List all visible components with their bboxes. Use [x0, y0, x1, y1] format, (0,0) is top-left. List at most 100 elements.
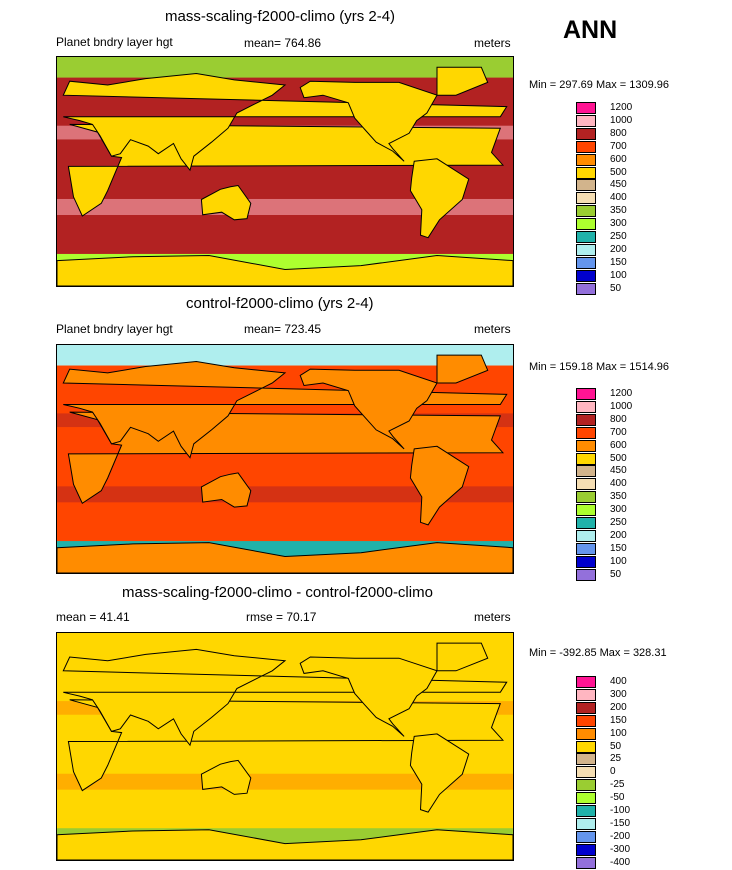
colorbar-entry: 150 [576, 256, 676, 270]
colorbar-entry: 50 [576, 740, 676, 754]
colorbar-swatch [576, 127, 596, 140]
continent-outline [57, 542, 513, 573]
colorbar-entry: 150 [576, 714, 676, 728]
panel-3-units: meters [474, 610, 511, 624]
panel-3-map-svg [57, 633, 513, 860]
panel-1-mean: mean= 764.86 [244, 36, 322, 50]
colorbar-entry: 800 [576, 413, 676, 427]
colorbar-swatch [576, 465, 596, 478]
colorbar-level-label: 25 [610, 753, 622, 765]
panel-3-map [56, 632, 514, 861]
colorbar-swatch [576, 542, 596, 555]
colorbar-entry: 600 [576, 153, 676, 167]
colorbar-swatch [576, 413, 596, 426]
colorbar-swatch [576, 452, 596, 465]
panel-1-units: meters [474, 36, 511, 50]
continent-outline [299, 656, 438, 737]
colorbar-swatch [576, 282, 596, 295]
colorbar-level-label: 1200 [610, 388, 633, 399]
colorbar-swatch [576, 740, 596, 753]
colorbar-level-label: 700 [610, 140, 627, 152]
colorbar-entry: 500 [576, 166, 676, 180]
colorbar-entry: 600 [576, 439, 676, 453]
colorbar-entry: 1000 [576, 400, 676, 414]
colorbar-swatch [576, 218, 596, 231]
panel-1-map-svg [57, 57, 513, 286]
colorbar-level-label: 500 [610, 452, 627, 464]
colorbar-swatch [576, 766, 596, 779]
continent-outline [62, 72, 508, 172]
colorbar-swatch [576, 192, 596, 205]
continent-outline [436, 642, 489, 672]
panel-1-variable-label: Planet bndry layer hgt [56, 35, 173, 49]
colorbar-entry: 350 [576, 205, 676, 218]
continent-outline [57, 254, 513, 286]
colorbar-level-label: 500 [610, 166, 627, 178]
colorbar-entry: 400 [576, 192, 676, 205]
colorbar-entry: 400 [576, 676, 676, 689]
panel-3-rmse: rmse = 70.17 [246, 610, 317, 624]
colorbar-entry: 800 [576, 127, 676, 141]
colorbar-swatch [576, 388, 596, 400]
colorbar-swatch [576, 792, 596, 805]
colorbar-entry: 300 [576, 504, 676, 517]
contour-band-south [57, 773, 513, 790]
colorbar-swatch [576, 400, 596, 413]
colorbar-level-label: 400 [610, 676, 627, 687]
colorbar-entry: 1200 [576, 102, 676, 115]
continent-outline [436, 354, 489, 384]
panel-3-mean: mean = 41.41 [56, 610, 130, 624]
colorbar-level-label: 450 [610, 179, 627, 191]
colorbar-swatch [576, 676, 596, 688]
colorbar-entry: 50 [576, 282, 676, 296]
colorbar-swatch [576, 504, 596, 517]
colorbar-swatch [576, 243, 596, 256]
colorbar-level-label: 100 [610, 269, 627, 281]
colorbar-swatch [576, 555, 596, 568]
colorbar-entry: 700 [576, 426, 676, 440]
arctic-band [57, 57, 513, 78]
colorbar-level-label: 250 [610, 517, 627, 528]
panel-2-title: control-f2000-climo (yrs 2-4) [186, 295, 374, 312]
colorbar-level-label: 400 [610, 478, 627, 490]
arctic-band [57, 345, 513, 366]
colorbar-entry: 200 [576, 529, 676, 543]
panel-3-title: mass-scaling-f2000-climo - control-f2000… [122, 584, 433, 601]
panel-2-units: meters [474, 322, 511, 336]
colorbar-level-label: 600 [610, 153, 627, 165]
colorbar-entry: -150 [576, 817, 676, 831]
colorbar-level-label: 350 [610, 205, 627, 217]
colorbar-swatch [576, 568, 596, 581]
colorbar-swatch [576, 491, 596, 504]
panel-3-minmax: Min = -392.85 Max = 328.31 [529, 647, 667, 659]
colorbar-level-label: 200 [610, 701, 627, 713]
panel-2-map [56, 344, 514, 574]
colorbar-swatch [576, 688, 596, 701]
colorbar-swatch [576, 205, 596, 218]
colorbar-level-label: 150 [610, 714, 627, 726]
colorbar-level-label: 800 [610, 413, 627, 425]
colorbar-swatch [576, 753, 596, 766]
colorbar-entry: -100 [576, 805, 676, 818]
colorbar-entry: 400 [576, 478, 676, 491]
colorbar-entry: 100 [576, 269, 676, 283]
continent-outline [200, 759, 252, 795]
colorbar-swatch [576, 102, 596, 114]
panel-2-variable-label: Planet bndry layer hgt [56, 322, 173, 336]
colorbar-swatch [576, 727, 596, 740]
colorbar-entry: 700 [576, 140, 676, 154]
colorbar-swatch [576, 856, 596, 869]
colorbar-level-label: 0 [610, 766, 616, 778]
colorbar-swatch [576, 256, 596, 269]
panel-2-minmax: Min = 159.18 Max = 1514.96 [529, 361, 670, 373]
colorbar-level-label: 600 [610, 439, 627, 451]
colorbar-level-label: -25 [610, 779, 625, 791]
colorbar-level-label: 150 [610, 256, 627, 268]
colorbar-level-label: -100 [610, 805, 631, 816]
colorbar-level-label: 250 [610, 231, 627, 242]
panel-1-minmax: Min = 297.69 Max = 1309.96 [529, 79, 670, 91]
colorbar-swatch [576, 179, 596, 192]
colorbar-level-label: 300 [610, 688, 627, 700]
colorbar-level-label: -300 [610, 843, 631, 855]
colorbar-entry: -50 [576, 792, 676, 805]
